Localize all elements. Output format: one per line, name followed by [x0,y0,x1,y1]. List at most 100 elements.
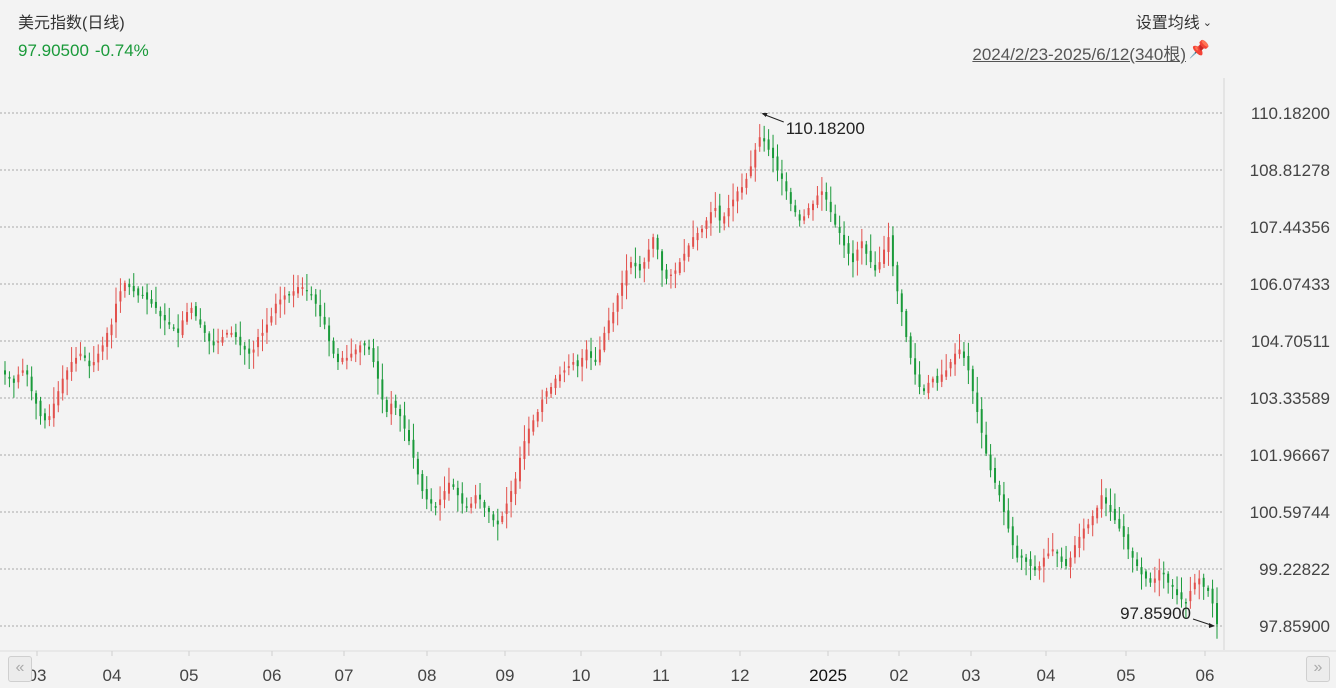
candle-body [252,349,255,353]
candle-body [425,489,428,500]
candle-body [270,316,273,323]
candle-body [350,353,353,358]
candle-body [736,191,739,202]
candle-body [1127,534,1130,550]
candle-body [168,322,171,325]
candle-body [301,287,304,289]
candle-body [456,487,459,496]
candle-body [776,156,779,171]
candle-body [487,507,490,512]
candle-body [838,226,841,233]
candle-body [1025,557,1028,562]
candle-body [257,337,260,348]
candle-body [114,303,117,323]
ma-settings-label: 设置均线 [1135,15,1200,32]
candle-body [1136,559,1139,567]
candle-body [980,409,983,433]
candle-body [83,355,86,358]
candle-body [57,391,60,406]
candle-body [794,205,797,213]
candle-body [1176,589,1179,596]
candle-body [372,348,375,363]
candle-body [669,274,672,276]
candle-body [740,187,743,193]
candle-body [545,391,548,397]
scroll-left-button[interactable]: « [8,656,32,682]
candle-body [439,499,442,506]
candle-body [967,355,970,371]
candle-body [732,199,735,207]
candle-body [1060,556,1063,562]
high-arrow-head [761,113,768,117]
candle-body [976,392,979,412]
candle-body [807,207,810,216]
candle-body [825,191,828,200]
candle-body [496,520,499,525]
candle-body [265,324,268,333]
candle-body [940,374,943,382]
candle-body [1113,508,1116,521]
candle-body [723,216,726,224]
candle-body [1078,536,1081,549]
candle-body [26,370,29,375]
candle-body [718,205,721,221]
candle-body [261,332,264,336]
candle-body [1096,507,1099,519]
candle-body [1122,526,1125,537]
candle-body [834,213,837,225]
candle-body [199,319,202,325]
candle-body [905,311,908,338]
candle-body [1038,566,1041,571]
y-tick-label: 108.81278 [1250,161,1330,180]
candle-body [412,439,415,458]
candle-body [399,408,402,417]
y-tick-label: 110.18200 [1251,104,1330,123]
candle-body [385,400,388,412]
candle-body [1149,578,1152,583]
candle-body [745,178,748,188]
candle-body [1131,551,1134,558]
candle-body [101,345,104,352]
x-tick-label: 10 [572,666,591,685]
candle-body [110,324,113,336]
candle-body [1109,504,1112,512]
ma-settings-button[interactable]: 设置均线 ⌄ [1136,9,1212,33]
candle-body [847,243,850,254]
candle-body [687,245,690,257]
candle-body [332,340,335,354]
candle-body [625,270,628,286]
candle-body [860,241,863,249]
candle-body [319,304,322,317]
candle-body [514,478,517,495]
candle-body [8,376,11,379]
candle-body [305,290,308,292]
low-arrow-head [1209,623,1215,628]
x-tick-label: 03 [962,666,981,685]
candle-body [661,251,664,271]
candle-body [603,332,606,351]
candle-body [505,503,508,514]
y-tick-label: 106.07433 [1250,275,1330,294]
scroll-right-button[interactable]: » [1306,656,1330,682]
candle-body [1056,551,1059,554]
candle-body [217,341,220,343]
candle-body [949,362,952,369]
date-range-link[interactable]: 2024/2/23-2025/6/12(340根) [972,45,1186,64]
candle-body [891,235,894,267]
candle-body [70,362,73,372]
candle-body [945,370,948,377]
candle-body [1211,588,1214,604]
pin-icon[interactable]: 📌 [1188,40,1210,59]
candle-body [194,306,197,317]
candle-body [1082,528,1085,539]
candle-body [1140,567,1143,575]
candle-body [812,203,814,211]
candle-body [150,299,153,304]
candle-body [518,457,521,482]
candle-body [137,288,140,296]
candle-body [1029,559,1032,567]
price-change: -0.74% [94,41,149,60]
y-tick-label: 97.85900 [1259,617,1330,636]
candle-body [647,249,650,262]
